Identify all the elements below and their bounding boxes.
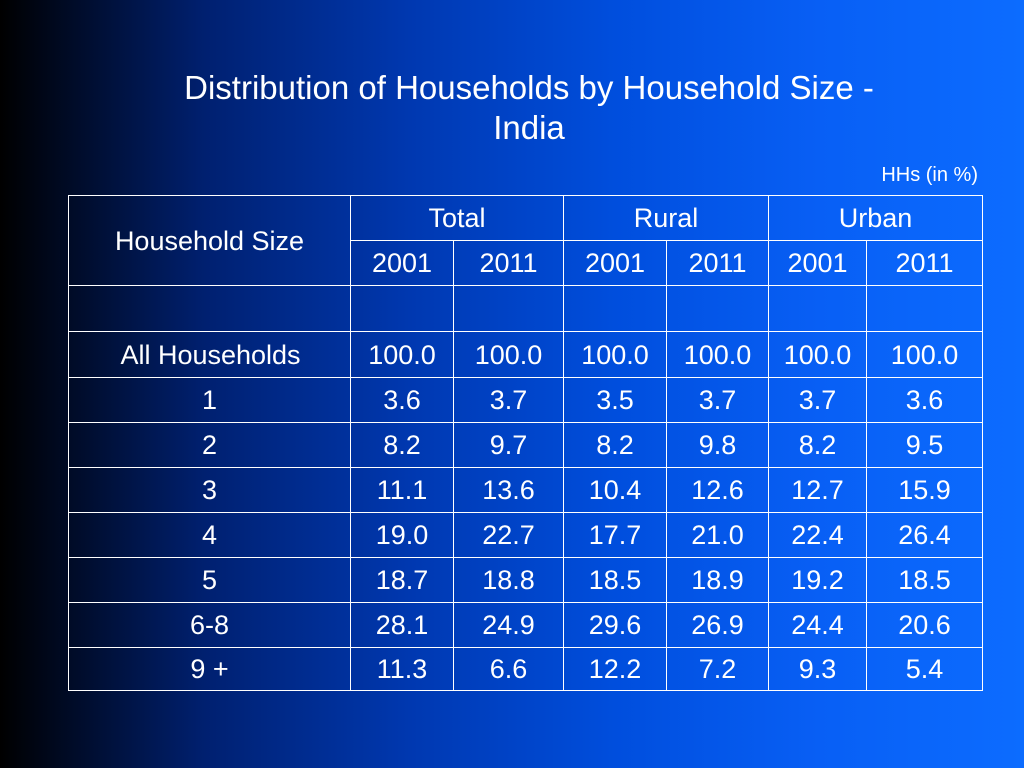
row-label: 1: [68, 377, 351, 423]
table-row: 9 +11.3 6.6 12.2 7.2 9.3 5.4: [68, 647, 984, 691]
cell-urban-2011: 3.6: [866, 377, 984, 423]
cell-total-2011: 22.7: [452, 512, 565, 558]
table-row: 3 11.1 13.6 10.4 12.6 12.7 15.9: [68, 467, 984, 513]
cell-rural-2001: 12.2: [563, 647, 668, 691]
row-label: 2: [68, 422, 351, 468]
empty-cell: [866, 285, 984, 332]
unit-note: HHs (in %): [881, 164, 978, 186]
empty-cell: [666, 285, 770, 332]
cell-rural-2011: 100.0: [666, 331, 770, 378]
cell-urban-2011: 26.4: [866, 512, 984, 558]
cell-urban-2011: 5.4: [866, 647, 984, 691]
empty-cell: [563, 285, 668, 332]
cell-total-2001: 100.0: [350, 331, 454, 378]
cell-urban-2001: 12.7: [768, 467, 868, 513]
empty-cell: [452, 285, 565, 332]
row-label: All Households: [68, 331, 351, 378]
year-header-rural-2011: 2011: [666, 240, 770, 286]
cell-rural-2011: 18.9: [666, 557, 770, 603]
table-row: 4 19.0 22.7 17.7 21.0 22.4 26.4: [68, 512, 984, 558]
cell-rural-2011: 9.8: [666, 422, 770, 468]
cell-total-2011: 3.7: [452, 377, 565, 423]
cell-total-2011: 9.7: [452, 422, 565, 468]
cell-rural-2001: 100.0: [563, 331, 668, 378]
cell-total-2011: 6.6: [452, 647, 565, 691]
cell-urban-2001: 100.0: [768, 331, 868, 378]
year-header-urban-2011: 2011: [866, 240, 984, 286]
cell-total-2001: 19.0: [350, 512, 454, 558]
cell-rural-2001: 18.5: [563, 557, 668, 603]
table-row: 2 8.2 9.7 8.2 9.8 8.2 9.5: [68, 422, 984, 468]
row-label: 9 +: [68, 647, 351, 691]
cell-rural-2011: 26.9: [666, 602, 770, 648]
cell-rural-2001: 8.2: [563, 422, 668, 468]
cell-total-2001: 3.6: [350, 377, 454, 423]
empty-cell: [350, 285, 454, 332]
cell-urban-2001: 3.7: [768, 377, 868, 423]
row-label: 3: [68, 467, 351, 513]
cell-rural-2011: 12.6: [666, 467, 770, 513]
cell-urban-2011: 15.9: [866, 467, 984, 513]
cell-total-2001: 18.7: [350, 557, 454, 603]
table-row: 1 3.6 3.7 3.5 3.7 3.7 3.6: [68, 377, 984, 423]
cell-total-2011: 18.8: [452, 557, 565, 603]
row-header-household-size: Household Size: [68, 195, 351, 286]
cell-rural-2001: 10.4: [563, 467, 668, 513]
cell-total-2001: 8.2: [350, 422, 454, 468]
group-header-urban: Urban: [768, 195, 984, 241]
row-label: 5: [68, 557, 351, 603]
cell-rural-2001: 3.5: [563, 377, 668, 423]
title-line-2: India: [493, 109, 565, 146]
row-label: 4: [68, 512, 351, 558]
household-size-table: Household Size Total Rural Urban 2001 20…: [68, 195, 984, 691]
empty-row: [68, 285, 984, 332]
cell-urban-2011: 100.0: [866, 331, 984, 378]
cell-rural-2011: 21.0: [666, 512, 770, 558]
cell-total-2001: 28.1: [350, 602, 454, 648]
year-header-urban-2001: 2001: [768, 240, 868, 286]
cell-total-2001: 11.1: [350, 467, 454, 513]
cell-rural-2001: 29.6: [563, 602, 668, 648]
table-row: 6-8 28.1 24.9 29.6 26.9 24.4 20.6: [68, 602, 984, 648]
year-header-total-2011: 2011: [452, 240, 565, 286]
year-header-total-2001: 2001: [350, 240, 454, 286]
year-header-rural-2001: 2001: [563, 240, 668, 286]
cell-urban-2001: 9.3: [768, 647, 868, 691]
group-header-rural: Rural: [563, 195, 770, 241]
empty-cell: [768, 285, 868, 332]
table-body: All Households 100.0 100.0 100.0 100.0 100.0 1…: [68, 285, 984, 691]
table-row: 5 18.7 18.8 18.5 18.9 19.2 18.5: [68, 557, 984, 603]
cell-rural-2001: 17.7: [563, 512, 668, 558]
group-header-row: Household Size Total Rural Urban: [68, 195, 984, 286]
cell-urban-2001: 24.4: [768, 602, 868, 648]
empty-cell: [68, 285, 351, 332]
cell-urban-2001: 22.4: [768, 512, 868, 558]
cell-urban-2011: 20.6: [866, 602, 984, 648]
cell-rural-2011: 3.7: [666, 377, 770, 423]
cell-total-2001: 11.3: [350, 647, 454, 691]
table-row: All Households 100.0 100.0 100.0 100.0 100.0 1…: [68, 331, 984, 378]
table-header: Household Size Total Rural Urban 2001 20…: [68, 195, 984, 286]
cell-total-2011: 100.0: [452, 331, 565, 378]
cell-urban-2001: 19.2: [768, 557, 868, 603]
cell-urban-2011: 18.5: [866, 557, 984, 603]
cell-total-2011: 13.6: [452, 467, 565, 513]
cell-urban-2001: 8.2: [768, 422, 868, 468]
slide-title: Distribution of Households by Household …: [99, 68, 959, 148]
group-header-total: Total: [349, 195, 565, 241]
cell-urban-2011: 9.5: [866, 422, 984, 468]
cell-rural-2011: 7.2: [666, 647, 770, 691]
cell-total-2011: 24.9: [452, 602, 565, 648]
row-label: 6-8: [68, 602, 351, 648]
title-line-1: Distribution of Households by Household …: [184, 69, 874, 106]
